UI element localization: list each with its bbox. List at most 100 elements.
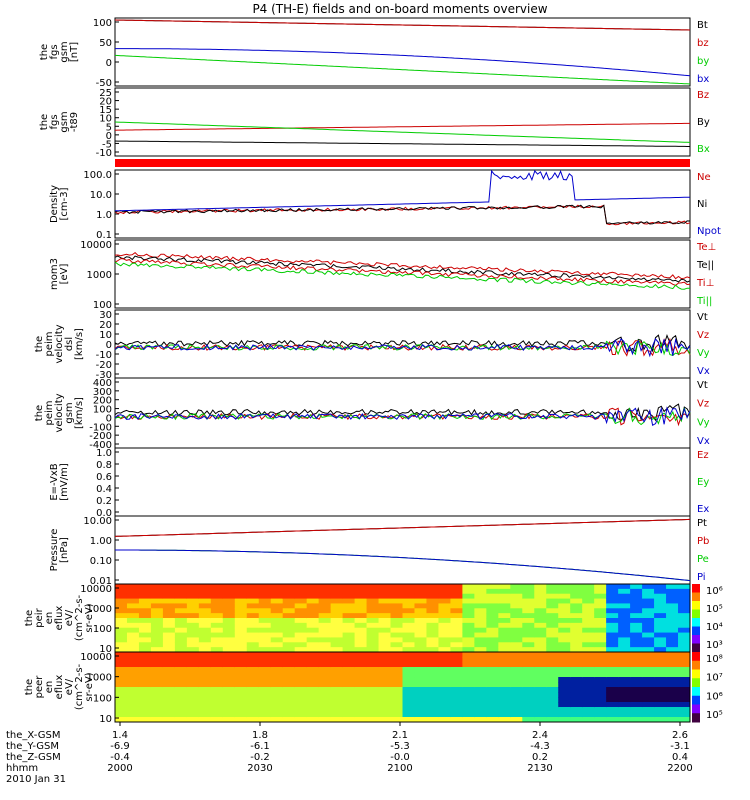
legend-by: By (697, 117, 710, 128)
heatmap-cell (642, 672, 655, 678)
heatmap-cell (642, 697, 655, 703)
heatmap-cell (150, 717, 164, 723)
heatmap-cell (474, 588, 487, 595)
heatmap-cell (666, 702, 679, 708)
heatmap-cell (618, 593, 631, 600)
heatmap-cell (138, 603, 152, 609)
heatmap-cell (414, 657, 427, 663)
heatmap-cell (522, 692, 535, 698)
heatmap-cell (126, 637, 140, 643)
heatmap-cell (210, 657, 224, 663)
y-axis-label: -t89 (69, 112, 80, 132)
heatmap-cell (630, 647, 643, 653)
heatmap-cell (546, 717, 559, 723)
panel-frame (114, 515, 691, 585)
heatmap-cell (234, 613, 248, 619)
heatmap-cell (642, 657, 655, 663)
heatmap-cell (498, 603, 511, 609)
heatmap-cell (198, 622, 212, 629)
heatmap-cell (138, 687, 152, 693)
heatmap-cell (654, 652, 667, 658)
heatmap-cell (342, 613, 356, 619)
heatmap-cell (462, 647, 475, 653)
heatmap-cell (426, 588, 439, 595)
heatmap-cell (678, 657, 691, 663)
heatmap-cell (558, 637, 571, 643)
heatmap-cell (414, 632, 427, 638)
heatmap-cell (462, 702, 475, 708)
heatmap-cell (210, 662, 224, 668)
heatmap-cell (606, 702, 619, 708)
heatmap-cell (186, 657, 200, 663)
heatmap-cell (546, 687, 559, 693)
heatmap-cell (138, 627, 152, 634)
heatmap-cell (630, 652, 643, 658)
heatmap-cell (282, 642, 296, 648)
series-black-line (114, 334, 691, 353)
heatmap-cell (498, 593, 511, 600)
heatmap-cell (474, 584, 487, 590)
heatmap-cell (462, 662, 475, 668)
heatmap-cell (330, 622, 344, 629)
x-row-label-2: the_Z-GSM (6, 752, 61, 763)
heatmap-cell (378, 627, 392, 634)
heatmap-cell (258, 622, 272, 629)
x-tick-value: 2030 (247, 763, 272, 774)
heatmap-cell (570, 707, 583, 713)
heatmap-cell (450, 707, 463, 713)
heatmap-cell (234, 662, 248, 668)
heatmap-cell (498, 667, 511, 673)
y-tick-label: 10.00 (83, 516, 112, 527)
heatmap-cell (162, 588, 176, 595)
y-axis-label: peim (44, 400, 55, 425)
heatmap-cell (474, 608, 487, 614)
heatmap-cell (174, 647, 188, 653)
y-tick-label: 30 (99, 310, 112, 321)
heatmap-cell (462, 652, 475, 658)
heatmap-cell (606, 717, 619, 723)
heatmap-cell (270, 707, 284, 713)
heatmap-cell (630, 697, 643, 703)
heatmap-cell (354, 608, 368, 614)
heatmap-cell (606, 603, 619, 609)
heatmap-cell (294, 662, 308, 668)
y-axis-label: the (34, 405, 45, 421)
heatmap-cell (510, 647, 523, 653)
heatmap-cell (162, 603, 176, 609)
heatmap-cell (294, 647, 308, 653)
heatmap-cell (534, 647, 547, 653)
heatmap-cell (558, 702, 571, 708)
heatmap-cell (174, 642, 188, 648)
heatmap-cell (354, 687, 368, 693)
heatmap-cell (558, 697, 571, 703)
heatmap-cell (162, 692, 176, 698)
heatmap-cell (486, 682, 499, 688)
heatmap-cell (582, 652, 595, 658)
heatmap-cell (642, 608, 655, 614)
heatmap-cell (426, 672, 439, 678)
heatmap-cell (342, 642, 356, 648)
heatmap-cell (186, 692, 200, 698)
heatmap-cell (390, 627, 403, 634)
heatmap-cell (222, 613, 236, 619)
y-axis-label: [nT] (69, 42, 80, 62)
heatmap-cell (510, 632, 523, 638)
heatmap-cell (270, 682, 284, 688)
heatmap-cell (486, 618, 499, 624)
heatmap-cell (426, 593, 439, 600)
heatmap-cell (366, 697, 380, 703)
heatmap-cell (306, 637, 320, 643)
heatmap-cell (438, 588, 451, 595)
heatmap-cell (486, 707, 499, 713)
heatmap-cell (510, 584, 523, 590)
heatmap-cell (198, 584, 212, 590)
heatmap-cell (115, 712, 128, 718)
heatmap-cell (474, 618, 487, 624)
heatmap-cell (594, 672, 607, 678)
heatmap-cell (546, 618, 559, 624)
heatmap-cell (426, 682, 439, 688)
heatmap-cell (115, 593, 128, 600)
heatmap-cell (426, 618, 439, 624)
heatmap-cell (222, 622, 236, 629)
heatmap-cell (414, 682, 427, 688)
